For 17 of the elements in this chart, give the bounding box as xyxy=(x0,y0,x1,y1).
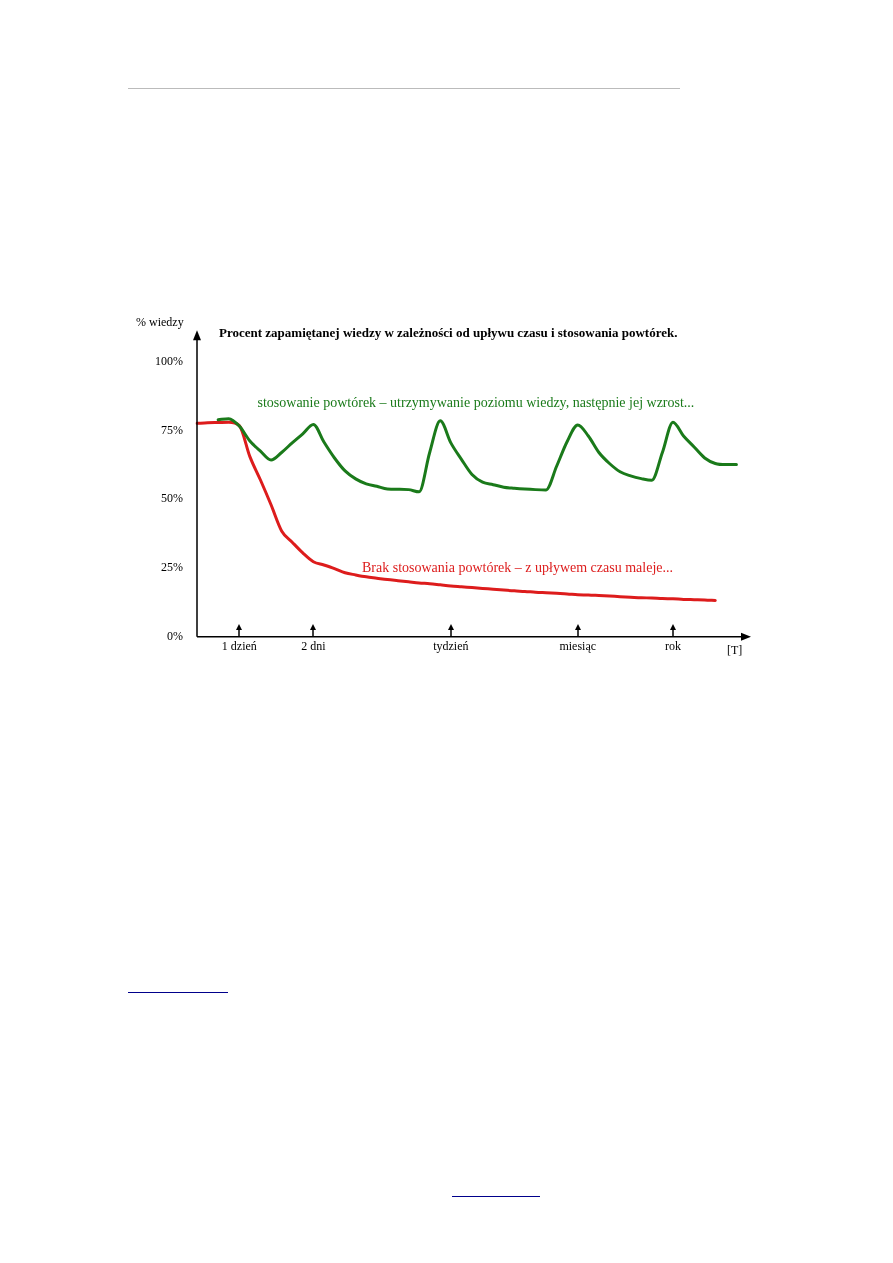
y-tick-label: 50% xyxy=(161,491,183,506)
y-tick-label: 0% xyxy=(167,628,183,643)
x-tick-label: rok xyxy=(664,639,681,654)
series-label: Brak stosowania powtórek – z upływem czasu maleje... xyxy=(362,559,674,575)
x-tick-label: miesiąc xyxy=(559,639,597,654)
y-tick-label: 100% xyxy=(155,353,183,368)
x-tick-label: tydzień xyxy=(433,639,469,654)
line-series xyxy=(216,417,738,494)
series-label: stosowanie powtórek – utrzymywanie poziomu wiedzy, następnie jej wzrost... xyxy=(257,394,695,410)
y-tick-label: 25% xyxy=(161,560,183,575)
x-axis-title: [T] xyxy=(727,642,743,657)
line-series xyxy=(195,420,717,602)
chart-title: Procent zapamiętanej wiedzy w zależności od upływu czasu i stosowania powtórek. xyxy=(219,325,678,341)
x-tick-label: 2 dni xyxy=(301,639,327,654)
y-tick-label: 75% xyxy=(161,422,183,437)
x-tick-label: 1 dzień xyxy=(221,639,257,654)
y-axis-title: % wiedzy xyxy=(136,315,184,330)
